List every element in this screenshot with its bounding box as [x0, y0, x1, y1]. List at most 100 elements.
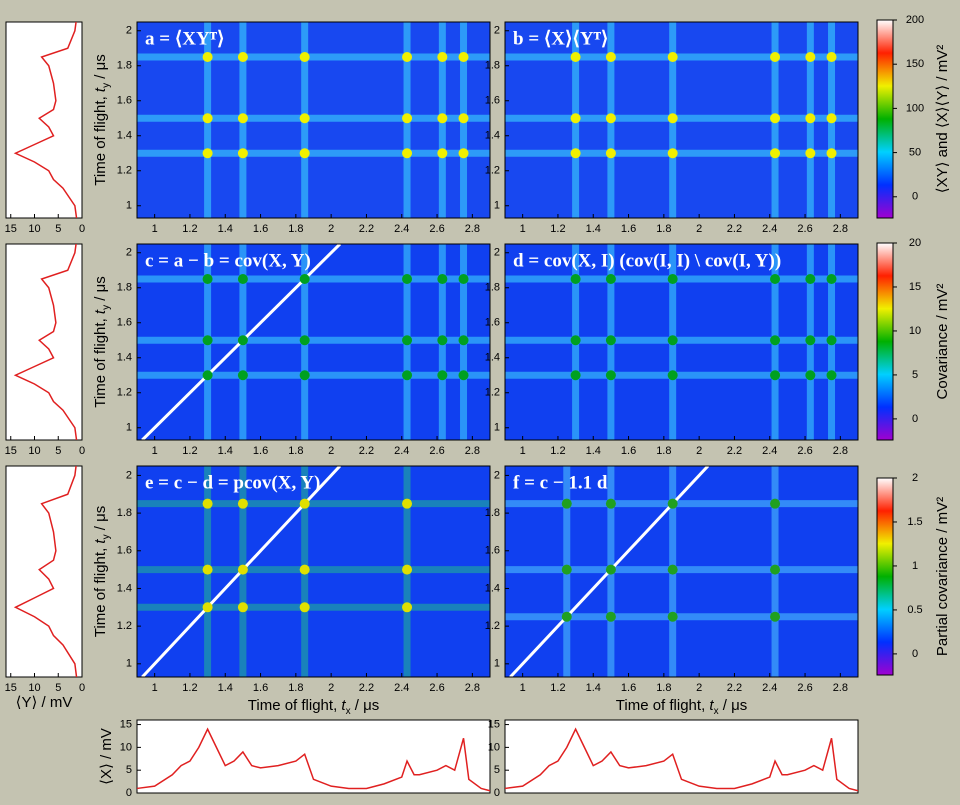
spot [770, 52, 781, 62]
label-part: y [101, 83, 112, 88]
data-line [136, 727, 491, 792]
spot [437, 335, 448, 346]
y-tick-label: 15 [120, 718, 132, 730]
panel-title: f = c − 1.1 d [513, 472, 608, 493]
x-tick-label: 5 [55, 682, 61, 694]
spot [805, 370, 816, 381]
y-tick-label: 1.2 [485, 620, 500, 632]
y-tick-label: 1.8 [117, 282, 132, 294]
spot [570, 148, 581, 159]
panel-title: e = c − d = pcov(X, Y) [145, 472, 320, 493]
spot [299, 335, 310, 346]
plot-frame [504, 465, 859, 678]
y-tick-label: 1.8 [117, 60, 132, 72]
spot [561, 564, 572, 575]
spot [237, 148, 248, 159]
y-axis-label: ⟨X⟩ / mV [98, 728, 115, 785]
x-tick-label: 15 [5, 223, 17, 235]
spot [605, 498, 616, 509]
y-tick-label: 1.6 [485, 545, 500, 557]
x-tick-label: 1 [152, 445, 158, 457]
y-tick-label: 1.8 [485, 60, 500, 72]
spot [299, 564, 310, 575]
x-tick-label: 1 [520, 445, 526, 457]
x-tick-label: 1 [520, 223, 526, 235]
spot [402, 52, 413, 62]
x-tick-label: 2.6 [429, 445, 444, 457]
spot [402, 113, 413, 124]
spot [570, 274, 581, 284]
x-tick-label: 2.6 [797, 445, 812, 457]
colorbar-tick-label: 10 [909, 325, 921, 337]
x-tick-label: 1.8 [288, 682, 303, 694]
spot [667, 611, 678, 622]
spot [437, 52, 448, 62]
colorbar-tick-label: 15 [909, 281, 921, 293]
spot [805, 335, 816, 346]
y-tick-label: 1.2 [117, 387, 132, 399]
spot [667, 335, 678, 346]
colorbar-tick-label: 0 [912, 413, 918, 425]
x-tick-label: 1 [520, 682, 526, 694]
x-tick-label: 1.4 [586, 223, 601, 235]
profile-background [5, 243, 83, 441]
label-part: y [101, 305, 112, 310]
spot [299, 498, 310, 509]
spot [202, 274, 213, 284]
spot [237, 564, 248, 575]
spot [605, 335, 616, 346]
heatmap [505, 22, 858, 218]
heatmap [505, 466, 858, 677]
label-part: x [714, 706, 719, 717]
x-tick-label: 2.8 [465, 445, 480, 457]
label-part: Time of flight, [92, 92, 109, 186]
profile-line [13, 22, 78, 218]
x-tick-label: 2.6 [429, 682, 444, 694]
y-tick-label: 1.6 [485, 95, 500, 107]
x-tick-label: 5 [55, 445, 61, 457]
spot [605, 370, 616, 381]
y-axis-label: Time of flight, ty / μs [92, 54, 112, 185]
y-tick-label: 1 [126, 200, 132, 212]
spot [458, 335, 469, 346]
spot [202, 602, 213, 613]
label-part: t [341, 697, 346, 714]
heatmap [137, 466, 490, 677]
plot-frame [136, 465, 491, 678]
x-tick-label: 2.4 [762, 682, 777, 694]
y-tick-label: 15 [488, 718, 500, 730]
spot [237, 498, 248, 509]
label-part: Time of flight, [616, 697, 710, 714]
y-tick-label: 1.4 [117, 582, 132, 594]
colorbar [876, 19, 894, 219]
spot [202, 564, 213, 575]
label-part: Time of flight, [92, 314, 109, 408]
x-tick-label: 1.6 [621, 445, 636, 457]
profile-background [5, 465, 83, 678]
x-tick-label: 1.4 [586, 445, 601, 457]
panel-title: c = a − b = cov(X, Y) [145, 250, 311, 271]
spot [667, 564, 678, 575]
x-tick-label: 1.6 [253, 445, 268, 457]
colorbar-label: ⟨XY⟩ and ⟨X⟩⟨Y⟩ / mV² [934, 45, 951, 194]
spot [770, 148, 781, 159]
spot [402, 148, 413, 159]
x-tick-label: 2.2 [359, 223, 374, 235]
colorbar-tick-label: 1.5 [907, 516, 922, 528]
spot [826, 113, 837, 124]
spot [237, 370, 248, 381]
spot [570, 52, 581, 62]
label-part: t [92, 87, 109, 92]
plot-frame [136, 21, 491, 219]
panel-title: b = ⟨X⟩⟨Yᵀ⟩ [513, 28, 608, 49]
spot [561, 611, 572, 622]
label-part: / μs [719, 697, 748, 714]
y-tick-label: 1 [126, 658, 132, 670]
y-tick-label: 1 [494, 200, 500, 212]
colorbar-tick-label: 150 [906, 58, 924, 70]
y-tick-label: 1.4 [117, 130, 132, 142]
y-tick-label: 2 [494, 469, 500, 481]
label-part: y [101, 534, 112, 539]
x-tick-label: 1.2 [550, 445, 565, 457]
